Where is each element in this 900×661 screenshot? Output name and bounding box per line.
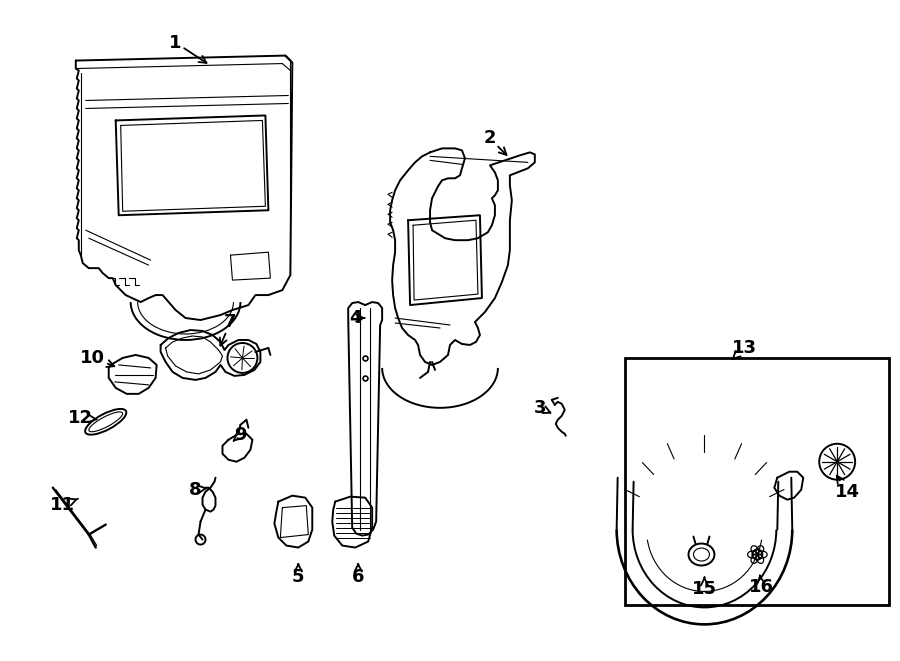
Bar <box>625 358 889 605</box>
Text: 15: 15 <box>692 578 717 598</box>
Text: 5: 5 <box>292 564 304 586</box>
Text: 16: 16 <box>749 576 774 596</box>
Text: 1: 1 <box>169 34 206 63</box>
Text: 8: 8 <box>189 481 206 498</box>
Text: 7: 7 <box>220 313 237 346</box>
Text: 11: 11 <box>50 496 78 514</box>
Text: 12: 12 <box>68 408 96 427</box>
Text: 6: 6 <box>352 564 365 586</box>
Text: 14: 14 <box>834 476 860 500</box>
Text: 9: 9 <box>234 426 247 444</box>
Text: 10: 10 <box>80 349 114 367</box>
Text: 2: 2 <box>483 130 507 155</box>
Text: 4: 4 <box>349 309 364 327</box>
Text: 13: 13 <box>732 339 757 359</box>
Text: 3: 3 <box>534 399 551 417</box>
